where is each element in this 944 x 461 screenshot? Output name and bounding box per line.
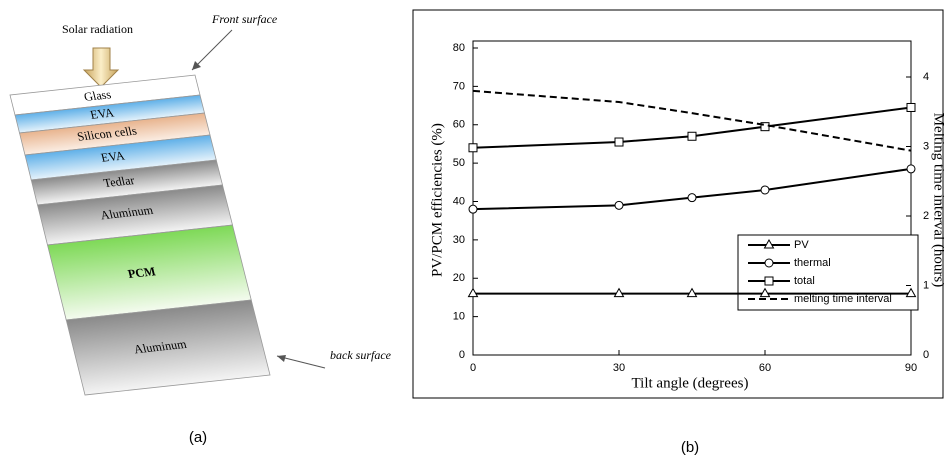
y-tick-label: 70 bbox=[453, 80, 465, 92]
x-tick-label: 30 bbox=[613, 362, 625, 374]
layer-label: EVA bbox=[99, 148, 126, 164]
caption: (b) bbox=[681, 439, 699, 456]
marker bbox=[905, 287, 917, 298]
panel-frame bbox=[412, 9, 944, 399]
marker bbox=[760, 185, 770, 195]
layer-label: Silicon cells bbox=[76, 124, 139, 144]
marker bbox=[764, 258, 774, 268]
y2-tick-label: 1 bbox=[923, 279, 929, 291]
front-arrowhead bbox=[192, 61, 201, 70]
legend-label: melting time interval bbox=[794, 293, 892, 305]
y2-tick-label: 2 bbox=[923, 210, 929, 222]
marker bbox=[468, 204, 478, 214]
y-tick-label: 50 bbox=[453, 157, 465, 169]
y-tick-label: 30 bbox=[453, 234, 465, 246]
marker bbox=[759, 287, 771, 298]
layer-stack: Glass EVA Silicon cells EVA Tedlar Alumi… bbox=[9, 74, 271, 396]
y-tick-label: 60 bbox=[453, 119, 465, 131]
x-tick-label: 60 bbox=[759, 362, 771, 374]
marker bbox=[687, 193, 697, 203]
layer-label: Glass bbox=[82, 87, 112, 104]
y-tick-label: 20 bbox=[453, 272, 465, 284]
y-tick-label: 0 bbox=[459, 349, 465, 361]
marker bbox=[763, 238, 775, 249]
layer bbox=[65, 299, 271, 396]
y2-tick-label: 4 bbox=[923, 71, 929, 83]
y2-tick-label: 3 bbox=[923, 140, 929, 152]
back-arrowhead bbox=[277, 355, 286, 362]
legend-label: thermal bbox=[794, 257, 831, 269]
back-label: back surface bbox=[330, 348, 392, 362]
marker bbox=[614, 137, 624, 147]
x-axis-label: Tilt angle (degrees) bbox=[632, 375, 749, 391]
layer-label: Tedlar bbox=[102, 173, 136, 190]
marker bbox=[906, 164, 916, 174]
layer-label: Aluminum bbox=[99, 203, 155, 222]
series-line bbox=[472, 89, 912, 152]
front-arrow bbox=[191, 29, 233, 71]
front-label: Front surface bbox=[211, 12, 278, 26]
y-tick-label: 10 bbox=[453, 311, 465, 323]
series-line bbox=[472, 167, 912, 211]
legend-label: total bbox=[794, 275, 815, 287]
sun-arrow bbox=[82, 47, 120, 88]
marker bbox=[764, 276, 774, 286]
y-axis-label: PV/PCM efficiencies (%) bbox=[429, 123, 445, 277]
solar-label: Solar radiation bbox=[62, 22, 133, 36]
marker bbox=[468, 143, 478, 153]
y-tick-label: 80 bbox=[453, 42, 465, 54]
layer-label: Aluminum bbox=[132, 337, 188, 356]
x-tick-label: 0 bbox=[470, 362, 476, 374]
legend-label: PV bbox=[794, 239, 809, 251]
marker bbox=[613, 287, 625, 298]
marker bbox=[614, 200, 624, 210]
marker bbox=[687, 131, 697, 141]
caption: (a) bbox=[189, 429, 207, 446]
layer-label: PCM bbox=[126, 264, 157, 281]
y2-axis-label: Melting time interval (hours) bbox=[931, 113, 944, 288]
marker bbox=[686, 287, 698, 298]
x-tick-label: 90 bbox=[905, 362, 917, 374]
marker bbox=[906, 102, 916, 112]
y2-tick-label: 0 bbox=[923, 349, 929, 361]
marker bbox=[467, 287, 479, 298]
y-tick-label: 40 bbox=[453, 195, 465, 207]
plot-frame bbox=[472, 40, 912, 356]
layer-label: EVA bbox=[89, 105, 116, 121]
